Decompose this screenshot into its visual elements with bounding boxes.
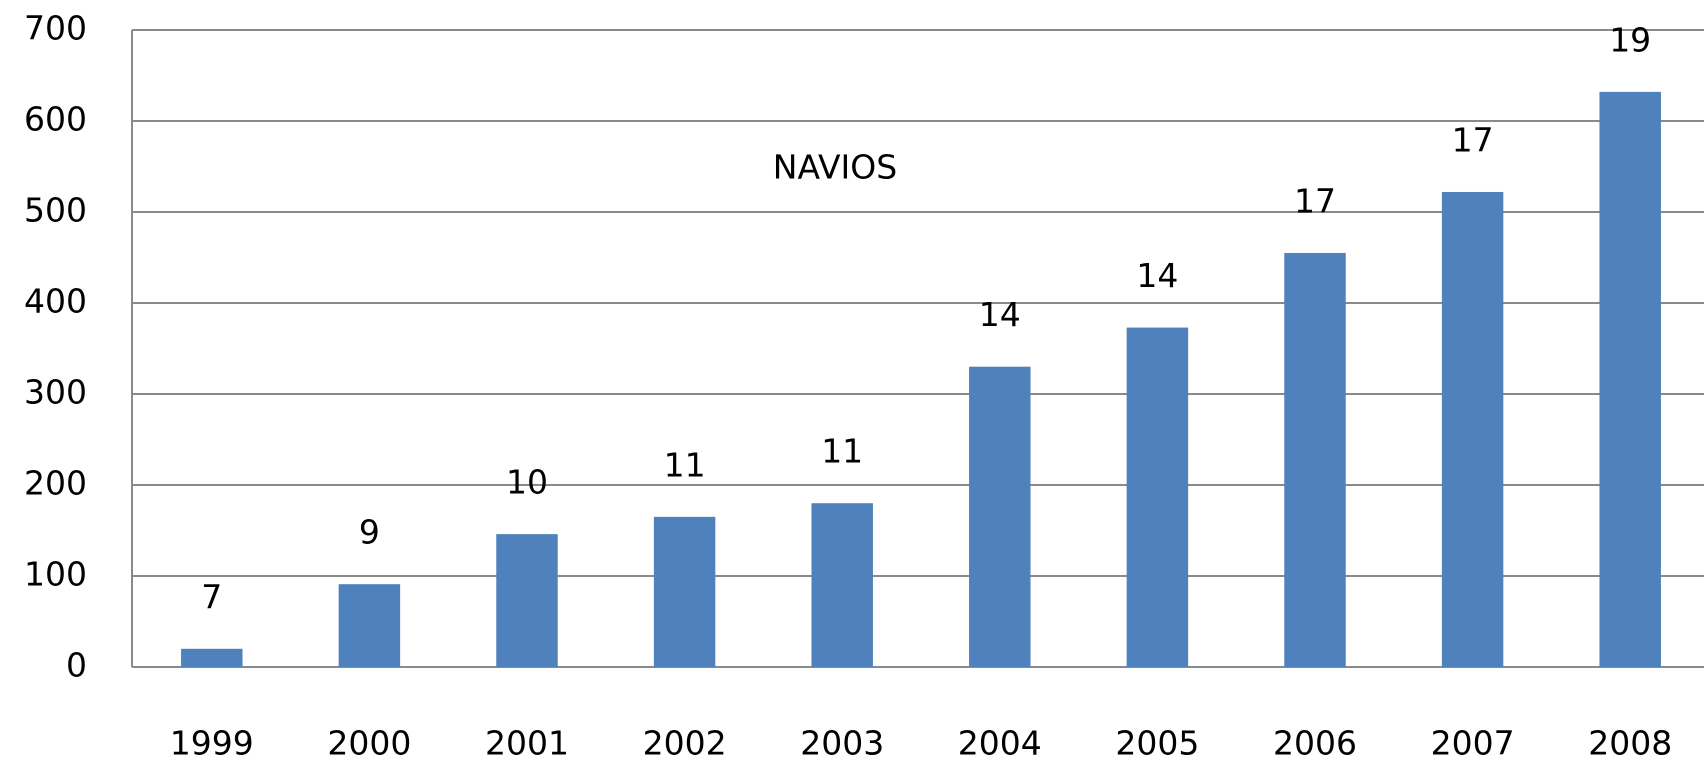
bar <box>653 516 716 667</box>
x-tick-label: 2004 <box>958 724 1042 761</box>
data-label: 17 <box>1452 120 1494 159</box>
data-label: 17 <box>1294 181 1336 220</box>
data-label: 11 <box>821 432 863 471</box>
x-tick-label: 2003 <box>800 724 884 761</box>
data-label: 19 <box>1609 20 1651 59</box>
x-tick-label: 2001 <box>485 724 569 761</box>
data-label: 10 <box>506 463 548 502</box>
y-tick-label: 200 <box>24 464 87 503</box>
x-tick-label: 2006 <box>1273 724 1357 761</box>
bar <box>1441 191 1504 668</box>
bar <box>496 534 558 667</box>
y-tick-label: 500 <box>24 191 87 230</box>
bar <box>181 648 243 667</box>
y-tick-label: 0 <box>66 646 87 685</box>
bar <box>969 366 1031 667</box>
bar <box>1599 91 1661 667</box>
bar <box>338 584 401 667</box>
data-label: 11 <box>664 445 706 484</box>
y-tick-label: 300 <box>24 373 87 412</box>
bar <box>1284 252 1346 667</box>
bar <box>1126 327 1189 667</box>
x-tick-label: 2002 <box>643 724 727 761</box>
y-tick-label: 100 <box>24 555 87 594</box>
y-tick-label: 600 <box>24 100 87 139</box>
bar <box>811 503 873 667</box>
y-tick-label: 400 <box>24 282 87 321</box>
data-label: 14 <box>979 295 1021 334</box>
annotation-title: NAVIOS <box>773 148 897 187</box>
x-tick-label: 1999 <box>170 724 254 761</box>
x-tick-label: 2000 <box>327 724 411 761</box>
x-tick-label: 2005 <box>1115 724 1199 761</box>
data-label: 9 <box>359 513 380 552</box>
x-tick-label: 2008 <box>1588 724 1672 761</box>
data-label: 14 <box>1136 256 1178 295</box>
y-tick-label: 700 <box>24 9 87 48</box>
x-tick-label: 2007 <box>1431 724 1515 761</box>
data-label: 7 <box>201 577 222 616</box>
